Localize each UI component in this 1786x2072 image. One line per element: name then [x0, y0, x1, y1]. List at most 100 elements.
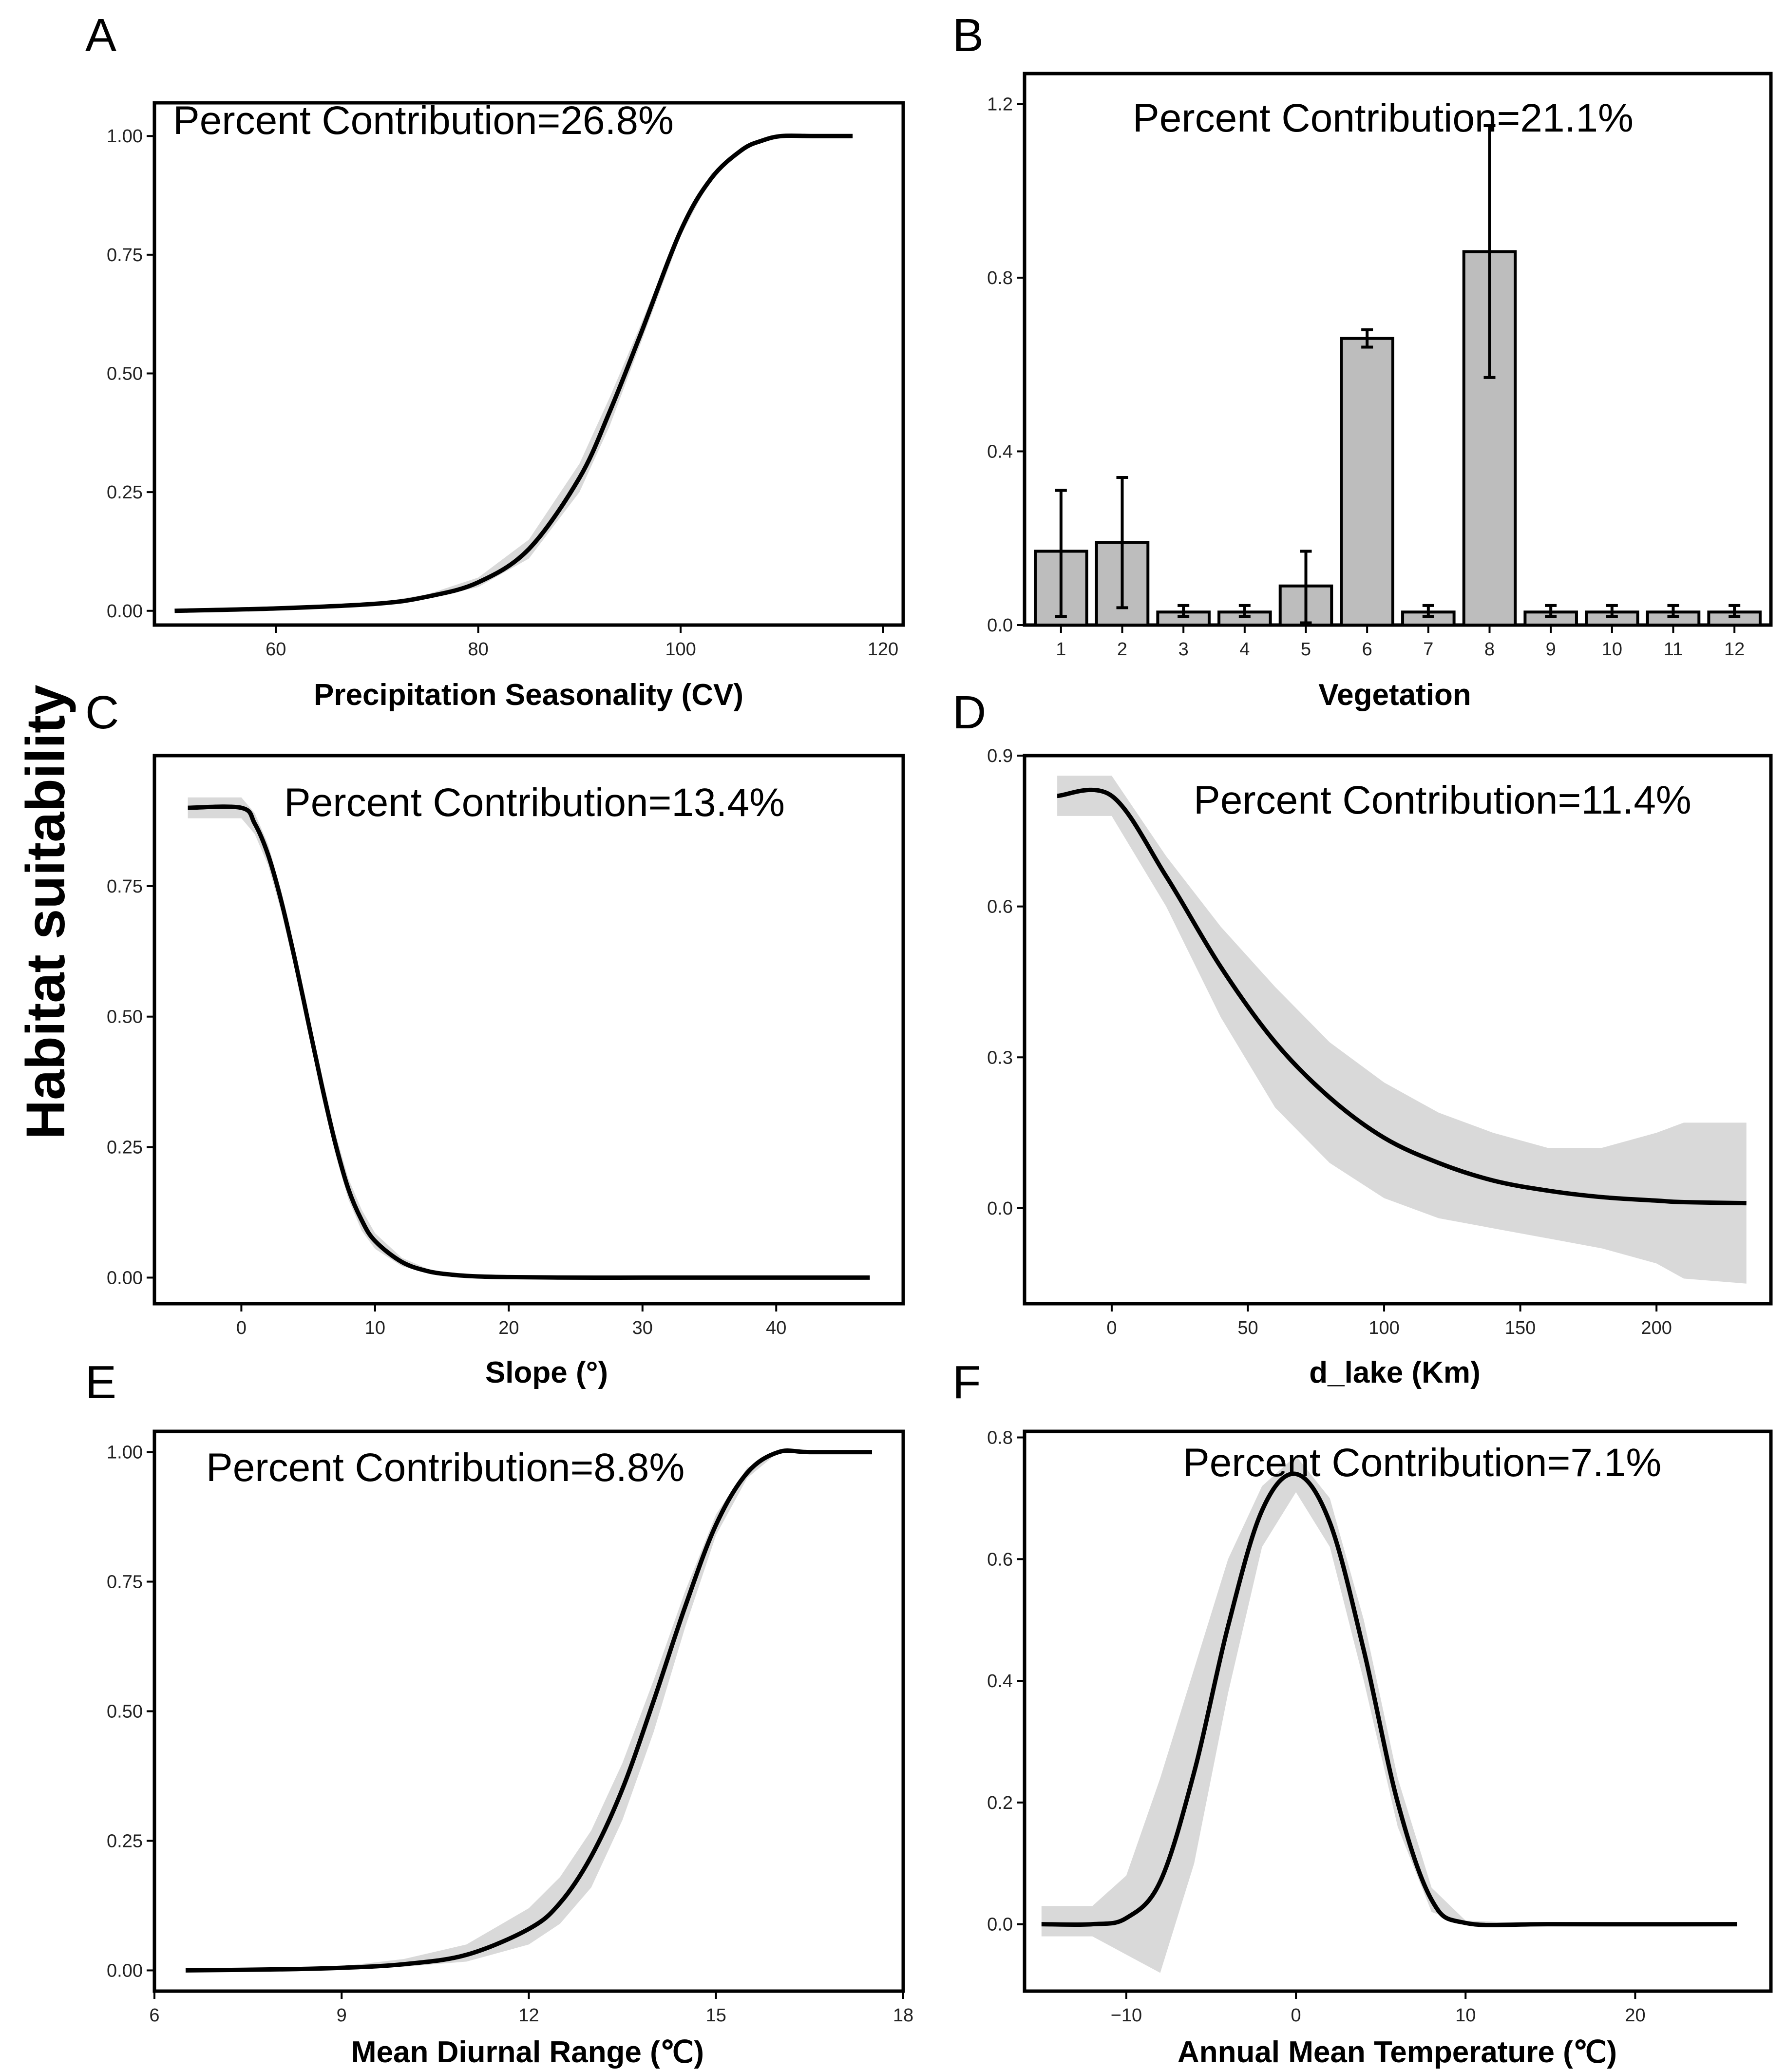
y-tick-label: 0.50 — [107, 1007, 143, 1027]
x-tick-label: 12 — [1724, 639, 1745, 660]
plot-frame — [1023, 1429, 1773, 1993]
response-curve — [1057, 787, 1747, 1206]
y-tick-label: 0.2 — [987, 1793, 1013, 1813]
x-tick-label: 2 — [1117, 639, 1127, 660]
y-tick-label: 0.25 — [107, 1138, 143, 1158]
confidence-band — [188, 797, 870, 1278]
panel-letter: E — [85, 1356, 116, 1408]
x-tick-label: 120 — [868, 639, 898, 660]
y-tick-label: 0.8 — [987, 268, 1013, 288]
x-tick-label: 0 — [1106, 1318, 1117, 1338]
x-tick-label: 5 — [1301, 639, 1311, 660]
panel-e: E 6 9 12 15 18 0.00 0.25 0.50 0.75 1.00 Percent Con… — [85, 1356, 913, 2069]
y-tick-label: 1.00 — [107, 1443, 143, 1463]
x-tick-label: 9 — [1546, 639, 1556, 660]
plot-frame — [1023, 754, 1773, 1306]
x-tick-label: 80 — [468, 639, 489, 660]
y-tick-label: 0.6 — [987, 897, 1013, 917]
confidence-band — [174, 136, 853, 611]
response-curve — [185, 1448, 872, 1973]
x-tick-label: 0 — [1291, 2005, 1301, 2026]
plot-frame — [152, 1429, 905, 1993]
panel-a: A 60 80 100 120 0.00 0.25 0.50 0.75 1.00 Percent C… — [85, 9, 905, 712]
y-tick-label: 0.9 — [987, 746, 1013, 766]
x-axis-label: Precipitation Seasonality (CV) — [314, 678, 743, 712]
panel-f: F −10 0 10 20 0.0 0.2 0.4 0.6 0.8 Percent Contribu… — [952, 1356, 1773, 2069]
y-tick-label: 0.75 — [107, 876, 143, 897]
x-tick-label: 3 — [1178, 639, 1189, 660]
x-tick-label: 8 — [1484, 639, 1495, 660]
y-tick-label: 0.4 — [987, 1671, 1013, 1692]
x-tick-label: 18 — [893, 2005, 913, 2026]
y-tick-label: 0.3 — [987, 1047, 1013, 1068]
x-tick-label: 7 — [1423, 639, 1433, 660]
y-axis-label: Habitat suitability — [15, 684, 76, 1139]
percent-contribution-label: Percent Contribution=11.4% — [1194, 778, 1691, 822]
x-tick-label: 10 — [1602, 639, 1622, 660]
y-tick-label: 0.4 — [987, 441, 1013, 462]
response-curve — [174, 133, 853, 613]
x-tick-label: 100 — [665, 639, 696, 660]
plot-frame — [152, 754, 905, 1306]
panel-d: D 0 50 100 150 200 0.0 0.3 0.6 0.9 Percent Contrib… — [952, 686, 1773, 1389]
x-axis-label: Annual Mean Temperature (℃) — [1178, 2035, 1617, 2069]
confidence-band — [1041, 1456, 1737, 1973]
x-tick-label: 150 — [1505, 1318, 1536, 1338]
x-tick-label: 9 — [337, 2005, 347, 2026]
x-axis-label: Mean Diurnal Range (℃) — [351, 2035, 704, 2069]
y-tick-label: 0.6 — [987, 1549, 1013, 1570]
y-tick-label: 0.8 — [987, 1427, 1013, 1448]
response-curve — [1041, 1471, 1737, 1927]
x-axis-label: d_lake (Km) — [1309, 1356, 1480, 1389]
x-tick-label: 11 — [1664, 639, 1683, 660]
plot-frame — [1023, 72, 1773, 627]
x-tick-label: 10 — [1455, 2005, 1476, 2026]
plot-frame — [152, 101, 905, 627]
y-tick-label: 0.50 — [107, 363, 143, 384]
x-axis-label: Vegetation — [1318, 678, 1471, 712]
x-tick-label: 0 — [236, 1318, 247, 1338]
x-tick-label: 50 — [1237, 1318, 1258, 1338]
x-tick-label: 30 — [632, 1318, 653, 1338]
panel-letter: B — [952, 9, 984, 61]
x-tick-label: 1 — [1056, 639, 1066, 660]
y-tick-label: 0.25 — [107, 1831, 143, 1851]
x-tick-label: 12 — [518, 2005, 539, 2026]
y-tick-label: 0.00 — [107, 1960, 143, 1981]
x-tick-label: 4 — [1239, 639, 1250, 660]
percent-contribution-label: Percent Contribution=13.4% — [284, 780, 785, 825]
percent-contribution-label: Percent Contribution=21.1% — [1133, 96, 1634, 140]
y-tick-label: 0.75 — [107, 1572, 143, 1593]
y-tick-label: 0.25 — [107, 482, 143, 503]
percent-contribution-label: Percent Contribution=26.8% — [173, 98, 674, 143]
confidence-band — [1057, 776, 1747, 1284]
percent-contribution-label: Percent Contribution=8.8% — [206, 1445, 684, 1490]
x-tick-label: 200 — [1641, 1318, 1672, 1338]
x-tick-label: 20 — [1625, 2005, 1645, 2026]
panel-letter: D — [952, 686, 986, 739]
panel-b: B1 2 3 4 5 6 7 8 9 10 11 120.00.40.81.2 Percent Cont… — [952, 9, 1773, 712]
y-tick-label: 0.00 — [107, 1268, 143, 1288]
panel-c: C 0 10 20 30 40 0.00 0.25 0.50 0.75 Percent Contri… — [85, 686, 905, 1389]
y-tick-label: 0.0 — [987, 1198, 1013, 1219]
panel-letter: C — [85, 686, 119, 739]
x-tick-label: −10 — [1111, 2005, 1142, 2026]
x-tick-label: 6 — [149, 2005, 159, 2026]
y-tick-label: 1.2 — [987, 94, 1013, 114]
x-tick-label: 15 — [706, 2005, 726, 2026]
x-tick-label: 10 — [365, 1318, 385, 1338]
y-tick-label: 0.50 — [107, 1702, 143, 1722]
x-tick-label: 60 — [266, 639, 286, 660]
y-tick-label: 0.0 — [987, 615, 1013, 636]
percent-contribution-label: Percent Contribution=7.1% — [1183, 1441, 1661, 1485]
panel-letter: A — [85, 9, 116, 61]
x-tick-label: 6 — [1362, 639, 1372, 660]
bar-6 — [1340, 337, 1394, 627]
y-tick-label: 0.75 — [107, 245, 143, 266]
x-tick-label: 100 — [1368, 1318, 1399, 1338]
panel-letter: F — [952, 1356, 981, 1408]
x-tick-label: 20 — [498, 1318, 519, 1338]
confidence-band — [186, 1452, 872, 1971]
